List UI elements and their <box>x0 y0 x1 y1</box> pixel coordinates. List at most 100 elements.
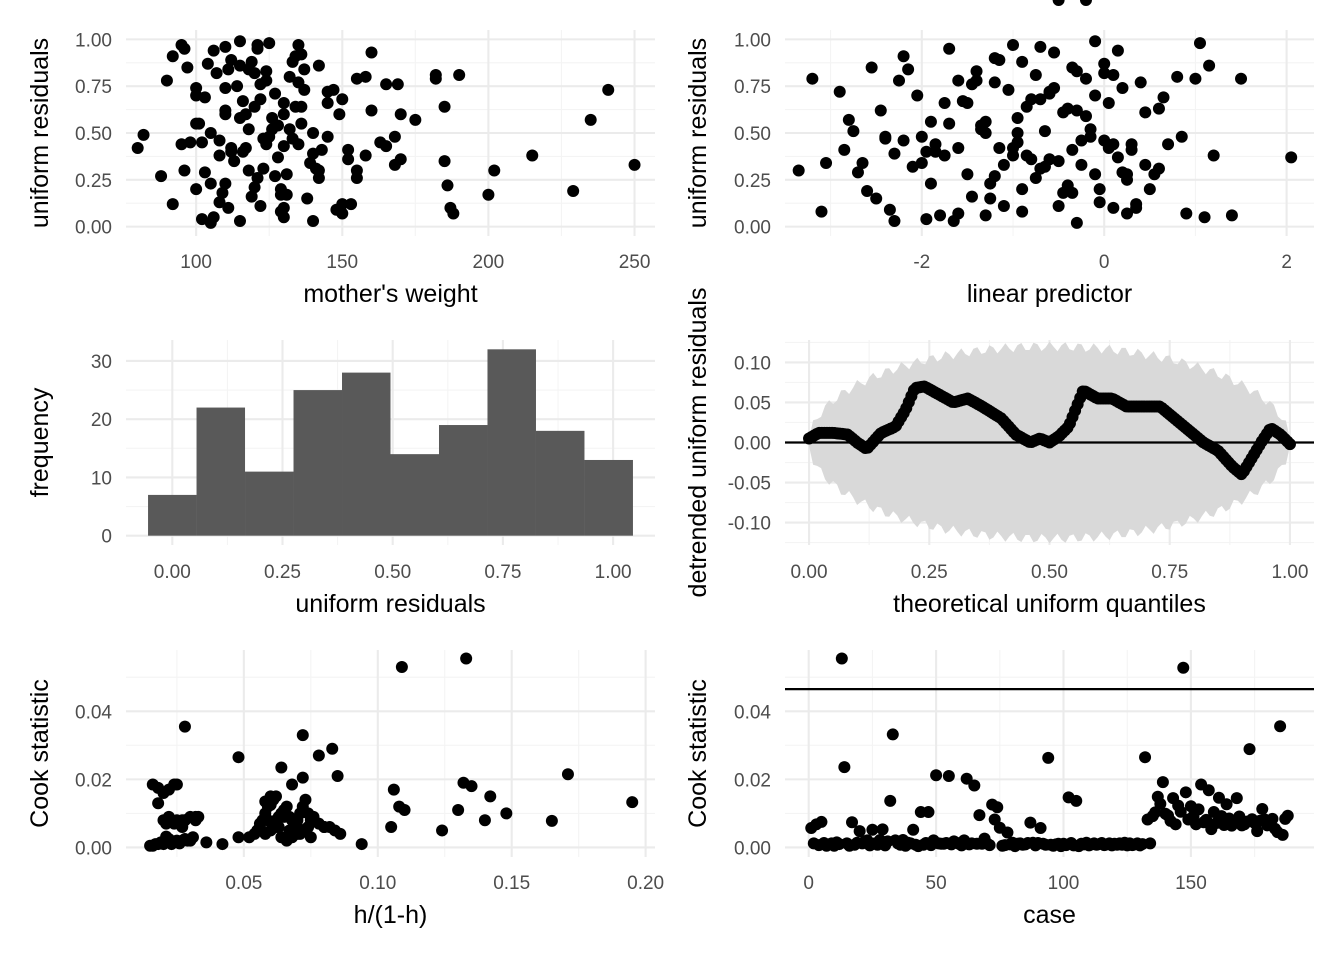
x-axis-title: uniform residuals <box>295 590 485 618</box>
data-point <box>1152 102 1165 115</box>
data-point <box>321 97 334 110</box>
data-point <box>1202 784 1215 797</box>
data-point <box>1256 802 1269 815</box>
y-tick-label: 0.00 <box>734 838 771 859</box>
data-point <box>1016 183 1029 196</box>
data-point <box>264 798 277 811</box>
data-point <box>1079 72 1092 85</box>
data-point <box>847 125 860 138</box>
data-point <box>309 162 322 175</box>
y-tick-label: 1.00 <box>75 30 112 51</box>
data-point <box>359 70 372 83</box>
data-point <box>388 130 401 143</box>
data-point <box>233 215 246 228</box>
data-point <box>245 190 258 203</box>
data-point <box>1225 209 1238 222</box>
data-point <box>1175 130 1188 143</box>
y-tick-label: 0.10 <box>734 353 771 374</box>
data-point <box>1034 40 1047 53</box>
data-point <box>1139 751 1152 764</box>
data-point <box>1189 72 1202 85</box>
data-point <box>170 778 183 791</box>
data-point <box>292 38 305 51</box>
data-point <box>436 824 449 837</box>
data-point <box>815 205 828 218</box>
data-point <box>257 162 270 175</box>
data-point <box>865 61 878 74</box>
y-tick-label: 0.00 <box>75 218 112 239</box>
x-tick-label: 100 <box>1048 873 1080 894</box>
data-point <box>260 65 273 78</box>
data-point <box>952 207 965 220</box>
data-point <box>374 136 387 149</box>
y-tick-label: 0.50 <box>734 124 771 145</box>
data-point <box>484 790 497 803</box>
data-point <box>152 781 165 794</box>
data-point <box>1192 803 1205 816</box>
x-tick-label: 0.05 <box>225 873 262 894</box>
data-point <box>1121 173 1134 186</box>
data-point <box>1075 134 1088 147</box>
data-point <box>326 742 339 755</box>
data-point <box>979 115 992 128</box>
data-point <box>1174 805 1187 818</box>
data-point <box>1029 68 1042 81</box>
chart-panel-1: 100 150 200 250 0.00 0.25 0.50 0.75 1.00 mother's… <box>26 30 655 308</box>
data-point <box>961 168 974 181</box>
data-point <box>1079 0 1092 6</box>
data-point <box>988 76 1001 89</box>
data-point <box>301 192 314 205</box>
data-point <box>219 177 232 190</box>
data-point <box>1016 205 1029 218</box>
data-point <box>236 95 249 108</box>
data-point <box>1070 216 1083 229</box>
data-point <box>1070 104 1083 117</box>
data-point <box>304 831 317 844</box>
data-point <box>280 800 293 813</box>
data-point <box>1116 82 1129 95</box>
data-point <box>312 749 325 762</box>
data-point <box>278 810 291 823</box>
data-point <box>385 821 398 834</box>
data-point <box>186 831 199 844</box>
data-point <box>261 814 274 827</box>
data-point <box>879 132 892 145</box>
data-point <box>1052 155 1065 168</box>
data-point <box>874 104 887 117</box>
data-point <box>222 63 235 76</box>
data-point <box>1016 55 1029 68</box>
data-point <box>275 761 288 774</box>
data-point <box>254 93 267 106</box>
data-point <box>271 119 284 132</box>
data-point <box>833 85 846 98</box>
data-point <box>1089 168 1102 181</box>
data-point <box>983 839 996 852</box>
histogram-bar <box>245 471 294 536</box>
data-point <box>438 155 451 168</box>
chart-panel-5: 0.05 0.10 0.15 0.20 0.00 0.02 0.04 h/(1-h) Cook … <box>26 650 664 929</box>
data-point <box>269 170 282 183</box>
data-point <box>1134 76 1147 89</box>
data-point <box>915 156 928 169</box>
y-tick-label: 0.02 <box>734 770 771 791</box>
data-point <box>269 87 282 100</box>
data-point <box>870 192 883 205</box>
data-point <box>1125 138 1138 151</box>
data-point <box>1180 207 1193 220</box>
data-point <box>295 100 308 113</box>
data-point <box>251 171 264 184</box>
data-point <box>1038 125 1051 138</box>
data-point <box>888 147 901 160</box>
data-point <box>232 751 245 764</box>
data-point <box>1020 149 1033 162</box>
x-tick-label: 0.15 <box>493 873 530 894</box>
y-tick-label: 0.75 <box>75 77 112 98</box>
data-point <box>166 50 179 63</box>
data-point <box>204 127 217 139</box>
data-point <box>286 132 299 145</box>
data-point <box>277 140 290 153</box>
data-point <box>997 158 1010 171</box>
data-point <box>236 145 249 158</box>
data-point <box>1043 153 1056 166</box>
data-point <box>902 63 915 76</box>
